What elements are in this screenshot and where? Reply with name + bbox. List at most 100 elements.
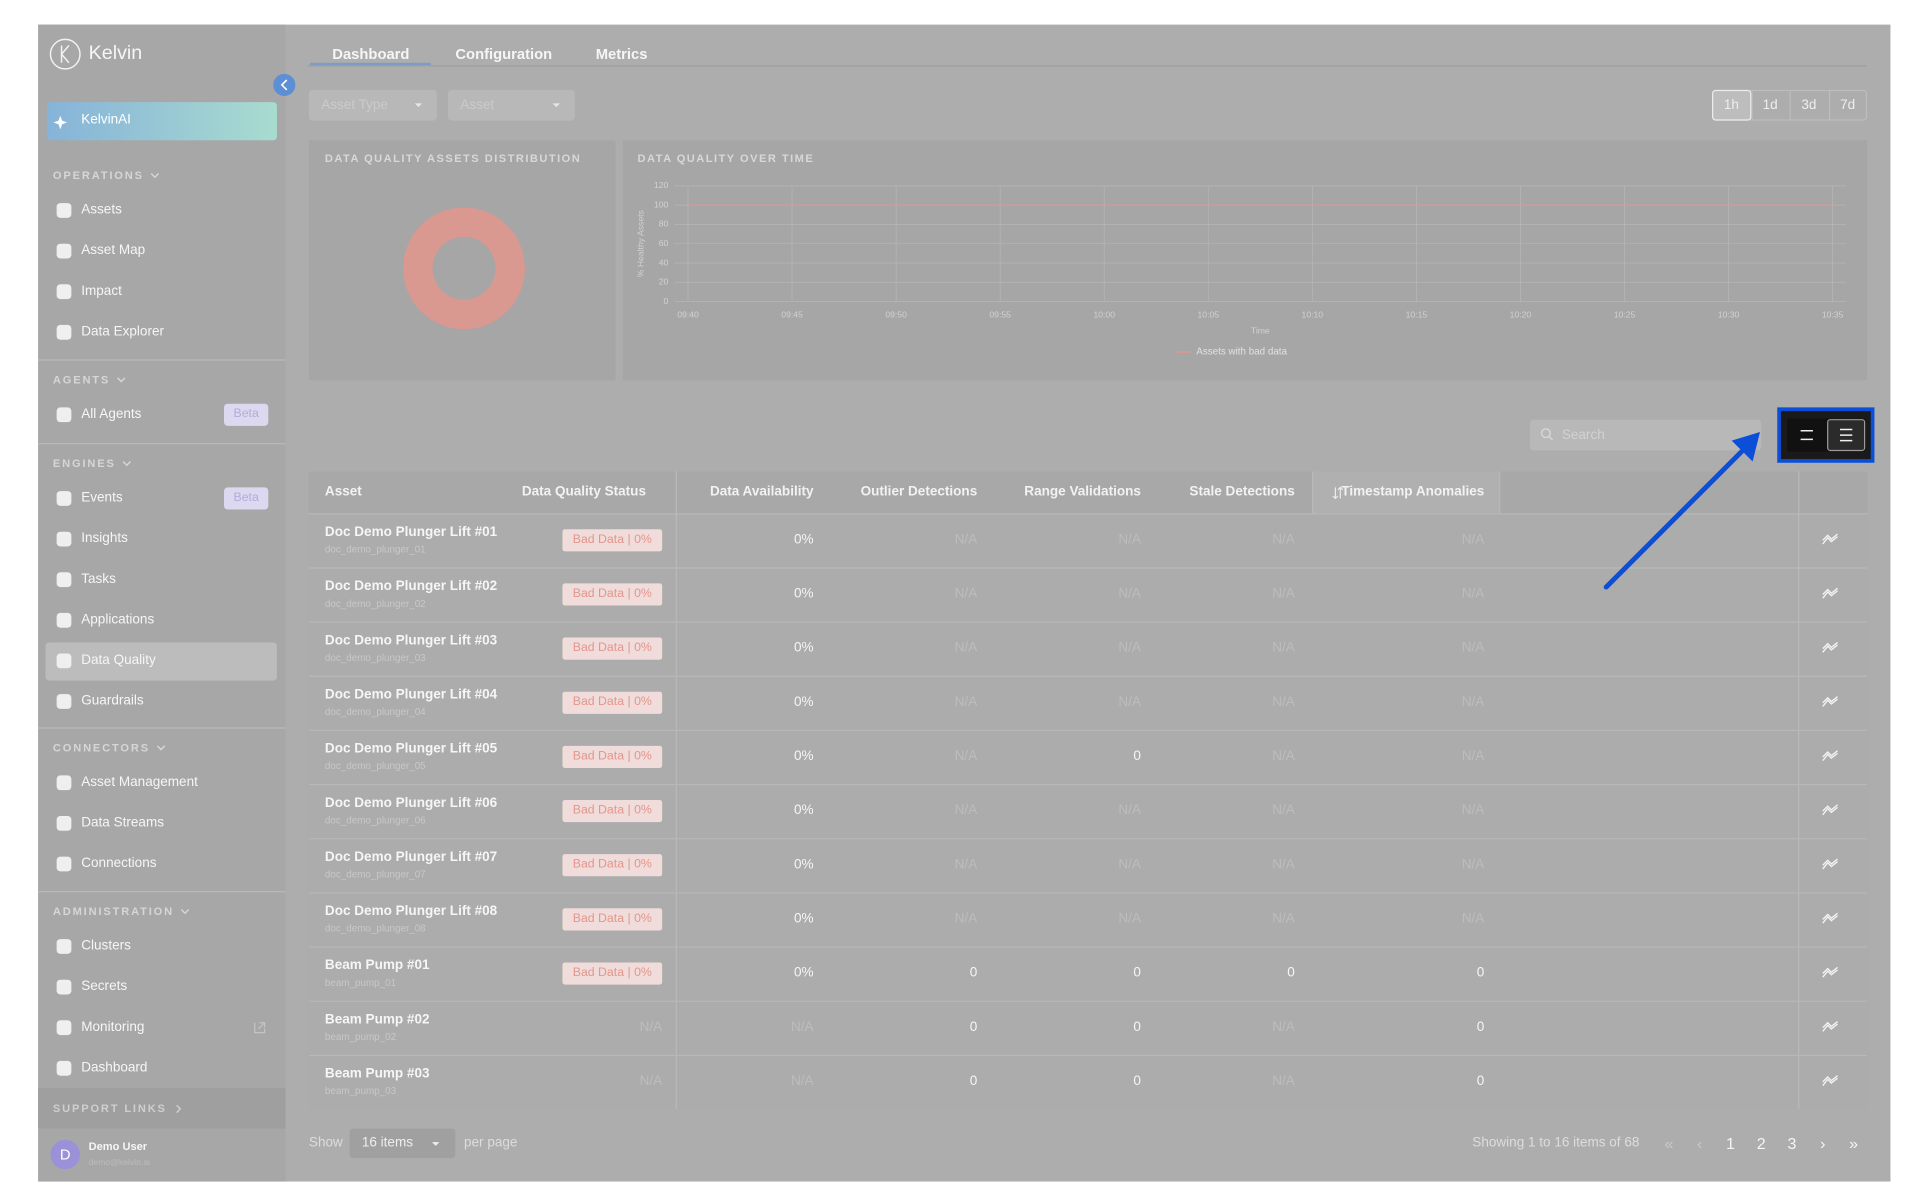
status-label: Bad Data | 0%	[572, 532, 652, 547]
nav-label: Tasks	[81, 571, 116, 587]
show-label: Show	[308, 1135, 343, 1151]
pagination-item[interactable]: 3	[1787, 1134, 1797, 1153]
table-row[interactable]	[308, 1000, 1868, 1055]
cell: N/A	[954, 694, 978, 710]
cell: 0	[969, 1019, 978, 1035]
table-row[interactable]	[308, 567, 1868, 621]
time-range-active[interactable]	[1711, 89, 1751, 121]
nav-label: Clusters	[81, 938, 131, 954]
nav-label: Secrets	[81, 979, 128, 994]
section-title[interactable]: CONNECTORS	[52, 741, 150, 754]
filter-label: Asset Type	[321, 97, 388, 112]
cell: N/A	[790, 1073, 814, 1089]
sidebar-divider	[38, 443, 286, 445]
table-row[interactable]	[308, 1054, 1868, 1109]
section-title[interactable]: ADMINISTRATION	[52, 905, 174, 918]
cell: N/A	[1272, 586, 1295, 602]
pagination-item[interactable]: ›	[1820, 1134, 1826, 1153]
cell: N/A	[1118, 586, 1141, 602]
time-range-button[interactable]	[1750, 89, 1790, 121]
tab[interactable]: Dashboard	[332, 45, 410, 63]
column-header[interactable]: Range Validations	[1024, 484, 1141, 500]
filter-label: Asset	[460, 97, 495, 112]
tab[interactable]: Configuration	[455, 45, 553, 63]
cell: 0	[969, 1073, 978, 1089]
status-badge	[562, 691, 663, 714]
cell: N/A	[1461, 857, 1485, 872]
panel	[622, 140, 1868, 381]
cell: N/A	[1272, 1073, 1295, 1089]
table-row[interactable]	[308, 729, 1868, 784]
table-row[interactable]	[308, 621, 1868, 676]
ai-label: KelvinAI	[81, 112, 131, 128]
column-header[interactable]: Asset	[324, 484, 362, 500]
section-title[interactable]: ENGINES	[52, 457, 116, 470]
cell: 0%	[793, 640, 814, 656]
cell: N/A	[790, 1019, 814, 1035]
nav-label: Asset Map	[81, 243, 146, 258]
tab[interactable]: Metrics	[595, 45, 648, 63]
status-badge	[562, 799, 663, 823]
nav-label: Dashboard	[81, 1060, 148, 1076]
nav-label: Connections	[81, 855, 157, 871]
column-header[interactable]: Data Quality Status	[521, 484, 646, 500]
asset-name: Doc Demo Plunger Lift #06	[324, 795, 498, 811]
section-title[interactable]: AGENTS	[52, 373, 111, 386]
nav-item-active[interactable]	[45, 642, 277, 681]
pagination-item[interactable]: 1	[1726, 1134, 1735, 1153]
asset-id: beam_pump_03	[324, 1085, 397, 1097]
sidebar-divider	[38, 891, 286, 893]
nav-label: Data Streams	[81, 815, 164, 831]
column-header[interactable]: Timestamp Anomalies	[1341, 484, 1485, 500]
cell: N/A	[954, 803, 978, 818]
column-header[interactable]: Outlier Detections	[860, 484, 978, 500]
column-header[interactable]: Data Availability	[709, 484, 814, 500]
pagination-item[interactable]: «	[1664, 1134, 1674, 1153]
table-header-sorted	[1311, 471, 1500, 514]
table-row[interactable]	[308, 783, 1868, 838]
section-title[interactable]: OPERATIONS	[52, 169, 144, 182]
status-label: Bad Data | 0%	[572, 857, 652, 872]
cell: 0%	[793, 911, 814, 927]
cell: 0	[1133, 965, 1141, 981]
cell: 0	[1133, 1019, 1141, 1035]
time-range-button[interactable]	[1789, 89, 1829, 121]
asset-id: beam_pump_01	[324, 977, 397, 989]
asset-id: doc_demo_plunger_06	[324, 814, 426, 826]
cell: N/A	[954, 748, 978, 764]
cell: N/A	[1272, 857, 1295, 872]
table-row[interactable]	[308, 946, 1868, 1000]
status-badge	[562, 745, 663, 768]
cell: N/A	[1272, 803, 1295, 818]
panel-title: DATA QUALITY OVER TIME	[637, 151, 815, 165]
cell: 0	[969, 965, 978, 981]
nav-label: Guardrails	[81, 693, 144, 709]
pagination-item[interactable]: »	[1849, 1134, 1858, 1153]
cell: N/A	[1118, 911, 1141, 927]
nav-label: Monitoring	[81, 1019, 145, 1035]
asset-id: doc_demo_plunger_03	[324, 652, 426, 664]
status-label: Bad Data | 0%	[572, 749, 652, 764]
status-label: Bad Data | 0%	[572, 641, 652, 655]
nav-label: Data Explorer	[81, 324, 165, 340]
ai-button[interactable]	[46, 102, 277, 141]
sidebar-divider	[38, 359, 286, 361]
cell: N/A	[1461, 640, 1485, 656]
time-range-button[interactable]	[1828, 89, 1867, 121]
per-page-label: per page	[463, 1135, 518, 1151]
table-row[interactable]	[308, 838, 1868, 892]
table-row[interactable]	[308, 675, 1868, 730]
column-header[interactable]: Stale Detections	[1189, 484, 1295, 500]
cell: N/A	[954, 586, 978, 602]
nav-badge	[223, 487, 269, 510]
pagination-item[interactable]: 2	[1756, 1134, 1766, 1153]
table-row[interactable]	[308, 513, 1868, 567]
table-row[interactable]	[308, 892, 1868, 946]
support-bar[interactable]	[38, 1087, 286, 1129]
user-email: demo@kelvin.ai	[88, 1158, 151, 1168]
pagination-item[interactable]: ‹	[1697, 1134, 1703, 1153]
nav-label: Impact	[81, 283, 122, 299]
nav-label: Assets	[81, 202, 122, 218]
